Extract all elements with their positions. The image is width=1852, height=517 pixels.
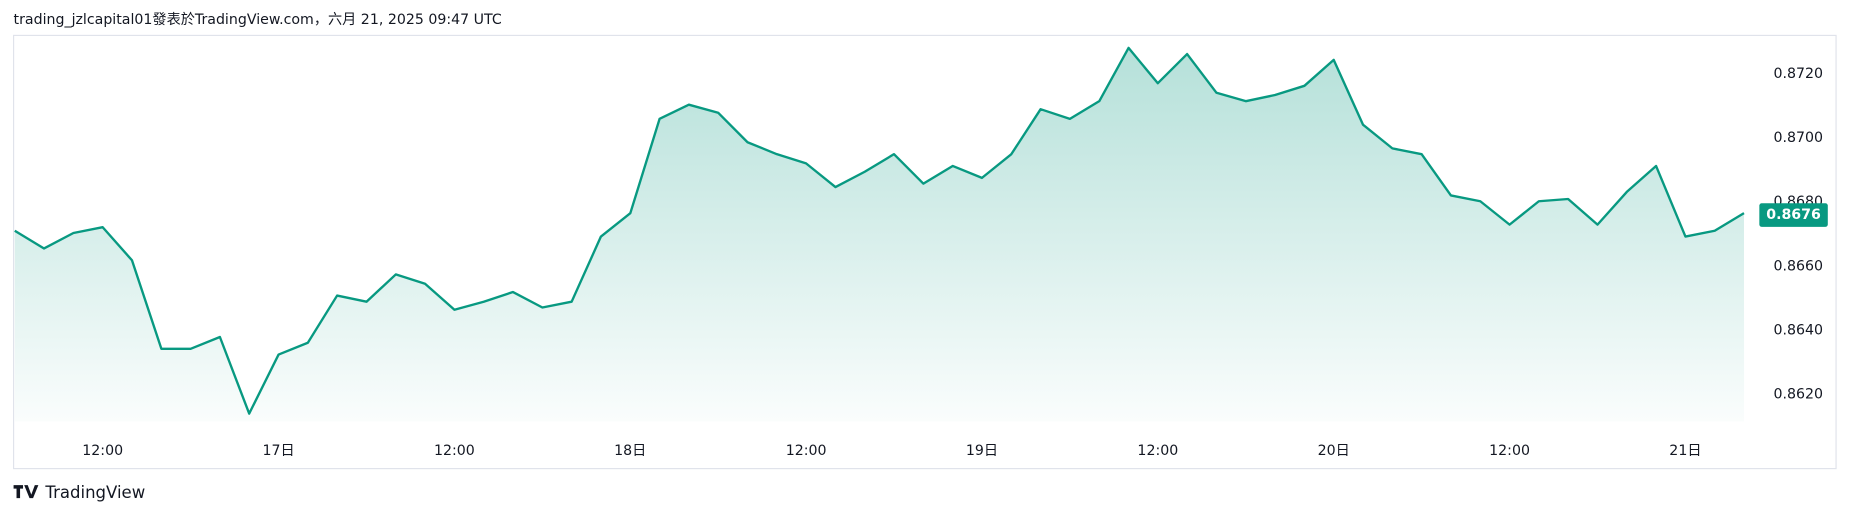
- y-tick-label: 0.8660: [1774, 258, 1824, 274]
- x-tick-label: 20日: [1318, 443, 1350, 459]
- x-tick-label: 12:00: [82, 443, 123, 459]
- y-tick-label: 0.8640: [1774, 323, 1824, 339]
- x-tick-label: 12:00: [786, 443, 827, 459]
- y-tick-label: 0.8700: [1774, 130, 1824, 146]
- area-fill: [14, 47, 1745, 422]
- x-tick-label: 12:00: [1489, 443, 1530, 459]
- footer-brand: TradingView: [44, 483, 145, 502]
- logo: [13, 485, 39, 499]
- plot-frame: [12, 34, 1837, 470]
- last-price-label: 0.8676: [1766, 207, 1821, 223]
- x-tick-label: 12:00: [1137, 443, 1178, 459]
- x-tick-label: 17日: [262, 443, 294, 459]
- x-tick-label: 18日: [614, 443, 646, 459]
- x-tick-label: 19日: [966, 443, 998, 459]
- price-line: [14, 46, 1745, 415]
- y-tick-label: 0.8720: [1774, 66, 1824, 82]
- last-price-tag: [1759, 203, 1828, 227]
- x-tick-label: 12:00: [434, 443, 475, 459]
- header: trading_jzlcapital01發表於TradingView.com，六…: [14, 12, 502, 28]
- y-tick-label: 0.8620: [1774, 387, 1824, 403]
- x-tick-label: 21日: [1669, 443, 1701, 459]
